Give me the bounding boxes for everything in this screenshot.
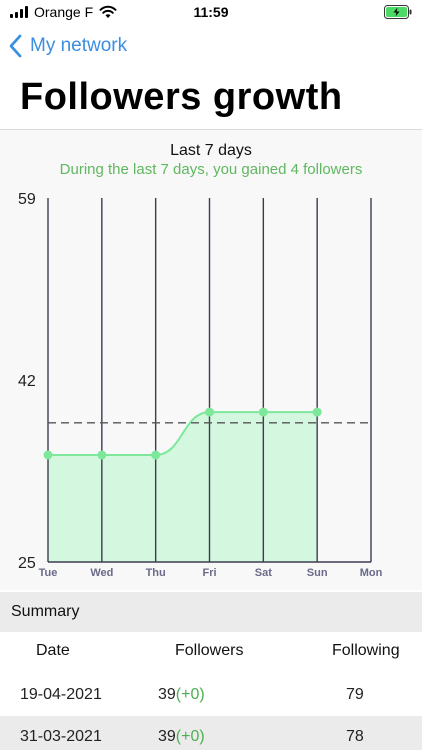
- row-followers-count: 39: [158, 686, 176, 703]
- summary-header: Summary: [0, 592, 422, 632]
- data-point-sat: [258, 407, 268, 417]
- x-tick-label-wed: Wed: [90, 567, 113, 579]
- status-bar: Orange F 11:59: [0, 0, 422, 26]
- back-button-label: My network: [30, 35, 128, 56]
- signal-icon: [10, 6, 28, 18]
- chevron-left-icon: [9, 34, 22, 58]
- column-header-date: Date: [36, 642, 70, 659]
- x-tick-label-sun: Sun: [307, 567, 328, 579]
- table-header: Date Followers Following: [0, 632, 422, 674]
- summary-title: Summary: [11, 603, 80, 620]
- data-point-thu: [151, 450, 161, 460]
- row-followers-count: 39: [158, 728, 176, 745]
- chart-subtitle: During the last 7 days, you gained 4 fol…: [59, 161, 363, 178]
- row-followers: 39(+0): [158, 686, 205, 704]
- row-date: 19-04-2021: [20, 686, 102, 703]
- data-point-sun: [312, 407, 322, 417]
- y-tick-label-25: 25: [18, 555, 36, 572]
- x-tick-label-tue: Tue: [39, 567, 58, 579]
- row-followers: 39(+0): [158, 728, 205, 746]
- row-followers-delta: (+0): [175, 686, 205, 703]
- x-tick-label-fri: Fri: [202, 567, 216, 579]
- x-tick-label-mon: Mon: [360, 567, 383, 579]
- y-tick-label-42: 42: [18, 373, 36, 390]
- chart-title: Last 7 days: [170, 142, 252, 159]
- column-header-following: Following: [332, 642, 400, 659]
- navigation-bar: My network: [0, 30, 422, 66]
- x-tick-label-thu: Thu: [146, 567, 166, 579]
- data-point-tue: [43, 450, 53, 460]
- data-point-wed: [97, 450, 107, 460]
- row-following: 79: [346, 686, 364, 703]
- x-tick-label-sat: Sat: [255, 567, 272, 579]
- battery-charging-icon: [384, 5, 412, 19]
- status-time: 11:59: [193, 4, 229, 20]
- series-area: [48, 412, 318, 562]
- header-divider: [0, 129, 422, 130]
- table-row[interactable]: 31-03-2021 39(+0) 78: [0, 716, 422, 750]
- row-followers-delta: (+0): [175, 728, 205, 745]
- back-button[interactable]: My network: [8, 34, 127, 58]
- carrier-name: Orange F: [34, 4, 94, 20]
- table-row[interactable]: 19-04-2021 39(+0) 79: [0, 674, 422, 716]
- row-date: 31-03-2021: [20, 728, 102, 745]
- y-tick-label-59: 59: [18, 191, 36, 208]
- row-following: 78: [346, 728, 364, 745]
- wifi-icon: [99, 5, 117, 18]
- status-left: Orange F: [10, 4, 117, 20]
- data-point-fri: [205, 407, 214, 417]
- page-title: Followers growth: [20, 76, 343, 118]
- column-header-followers: Followers: [175, 642, 244, 659]
